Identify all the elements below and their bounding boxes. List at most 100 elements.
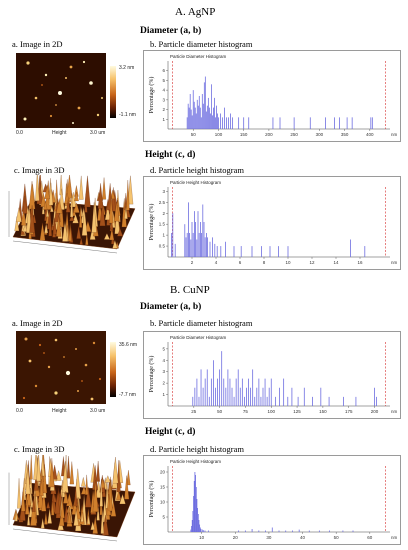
surface-peak — [36, 455, 41, 482]
surface-peak — [39, 479, 44, 496]
surface-peak — [39, 222, 46, 241]
agnp-colorbar — [110, 66, 116, 118]
surface-peak — [99, 201, 106, 226]
agnp-colorbar-max: 3.2 nm — [119, 65, 135, 71]
surface-peak — [60, 499, 65, 519]
surface-peak — [90, 521, 96, 530]
histogram-x-unit: nm — [391, 409, 398, 414]
surface-peak — [67, 512, 72, 524]
cunp-colorbar — [110, 342, 116, 397]
surface-peak — [53, 493, 57, 503]
surface-peak — [85, 486, 92, 508]
histogram-x-tick-label: 75 — [243, 409, 249, 414]
surface-peak — [79, 205, 83, 228]
histogram-x-tick-label: 2 — [191, 260, 194, 265]
surface-peak — [64, 192, 71, 204]
histogram-y-tick-label: 6 — [162, 68, 165, 73]
surface-peak — [110, 501, 117, 517]
cunp-afm-2d-speckle — [22, 337, 102, 401]
histogram-x-tick-label: 10 — [285, 260, 291, 265]
surface-peak — [15, 207, 22, 222]
surface-peak — [85, 474, 89, 495]
histogram-x-tick-label: 100 — [215, 132, 223, 137]
surface-peak — [119, 493, 126, 505]
histogram-y-tick-label: 4 — [162, 358, 165, 363]
histogram-y-tick-label: 4 — [162, 88, 165, 93]
section-a-caption-2d: a. Image in 2D — [12, 39, 63, 49]
histogram-x-tick-label: 125 — [293, 409, 301, 414]
histogram-y-tick-label: 3 — [162, 189, 165, 194]
surface-peak — [92, 479, 99, 512]
histogram-x-tick-label: 16 — [357, 260, 363, 265]
surface-peak — [29, 205, 35, 233]
cunp-colorbar-max: 35.6 nm — [119, 342, 138, 348]
surface-peak — [109, 196, 114, 224]
surface-peak — [74, 468, 81, 499]
histogram-y-tick-label: 2 — [162, 381, 165, 386]
surface-peak — [100, 507, 105, 534]
cunp-image-x-mid: Height — [52, 408, 67, 414]
histogram-inner-title: Particle Height Histogram — [170, 459, 221, 464]
surface-peak — [30, 500, 37, 526]
section-a-title: A. AgNP — [175, 6, 216, 18]
surface-peak — [17, 478, 21, 509]
histogram-x-tick-label: 25 — [191, 409, 197, 414]
histogram-x-tick-label: 10 — [199, 535, 205, 540]
histogram-y-tick-label: 1 — [162, 233, 165, 238]
surface-peak — [14, 216, 20, 232]
histogram-x-tick-label: 200 — [265, 132, 273, 137]
histogram-x-tick-label: 60 — [367, 535, 373, 540]
surface-peak — [44, 512, 48, 525]
surface-peak — [74, 486, 78, 507]
surface-peak — [69, 214, 75, 221]
agnp-afm-2d-image — [16, 53, 106, 128]
surface-peak — [61, 461, 69, 493]
surface-peak — [44, 185, 50, 199]
histogram-x-tick-label: 400 — [366, 132, 374, 137]
section-a-caption-diameter-histogram: b. Particle diameter histogram — [150, 39, 253, 49]
surface-peak — [117, 228, 123, 237]
surface-peak — [25, 499, 30, 515]
section-b-caption-height-histogram: d. Particle height histogram — [150, 444, 244, 454]
surface-peak — [68, 222, 72, 242]
surface-peak — [85, 232, 89, 245]
surface-peak — [69, 461, 74, 485]
surface-peak — [14, 510, 18, 522]
agnp-afm-3d-image — [5, 175, 137, 255]
agnp-afm-3d-surface — [8, 175, 136, 254]
surface-peak — [97, 183, 104, 209]
surface-peak — [116, 490, 122, 500]
histogram-y-tick-label: 15 — [160, 485, 166, 490]
surface-peak — [116, 460, 121, 493]
cunp-diameter-histogram-chart: Particle Diameter Histogram Percentage (%… — [148, 335, 398, 414]
cunp-afm-3d-surface — [8, 455, 136, 542]
surface-peak — [80, 512, 84, 522]
histogram-x-tick-label: 50 — [334, 535, 340, 540]
surface-peak — [27, 510, 31, 526]
agnp-afm-2d-speckle — [23, 60, 103, 124]
agnp-image-x-mid: Height — [52, 130, 67, 136]
histogram-x-tick-label: 14 — [333, 260, 339, 265]
cunp-image-x-right: 3.0 um — [90, 408, 106, 414]
surface-peak — [54, 493, 61, 515]
surface-peak — [78, 175, 84, 200]
agnp-diameter-histogram-chart: Particle Diameter Histogram Percentage (%… — [148, 54, 398, 137]
surface-peak — [71, 498, 79, 515]
cunp-height-histogram-panel: Particle Height Histogram Percentage (%) 1… — [143, 455, 401, 545]
surface-peak — [112, 239, 118, 249]
histogram-inner-title: Particle Diameter Histogram — [170, 335, 227, 340]
histogram-y-axis-label: Percentage (%) — [148, 356, 155, 393]
surface-peak — [33, 474, 39, 491]
cunp-diameter-histogram-panel: Particle Diameter Histogram Percentage (%… — [143, 331, 401, 419]
surface-peak — [44, 223, 49, 234]
surface-peak — [45, 209, 50, 217]
surface-peak — [74, 192, 79, 202]
histogram-x-tick-label: 350 — [341, 132, 349, 137]
surface-peak — [21, 487, 26, 512]
surface-peak — [99, 479, 103, 507]
surface-peak — [81, 477, 86, 487]
surface-peak — [105, 475, 111, 483]
section-b-diameter-header: Diameter (a, b) — [140, 302, 202, 312]
surface-peak — [55, 470, 62, 481]
surface-peak — [21, 206, 26, 226]
